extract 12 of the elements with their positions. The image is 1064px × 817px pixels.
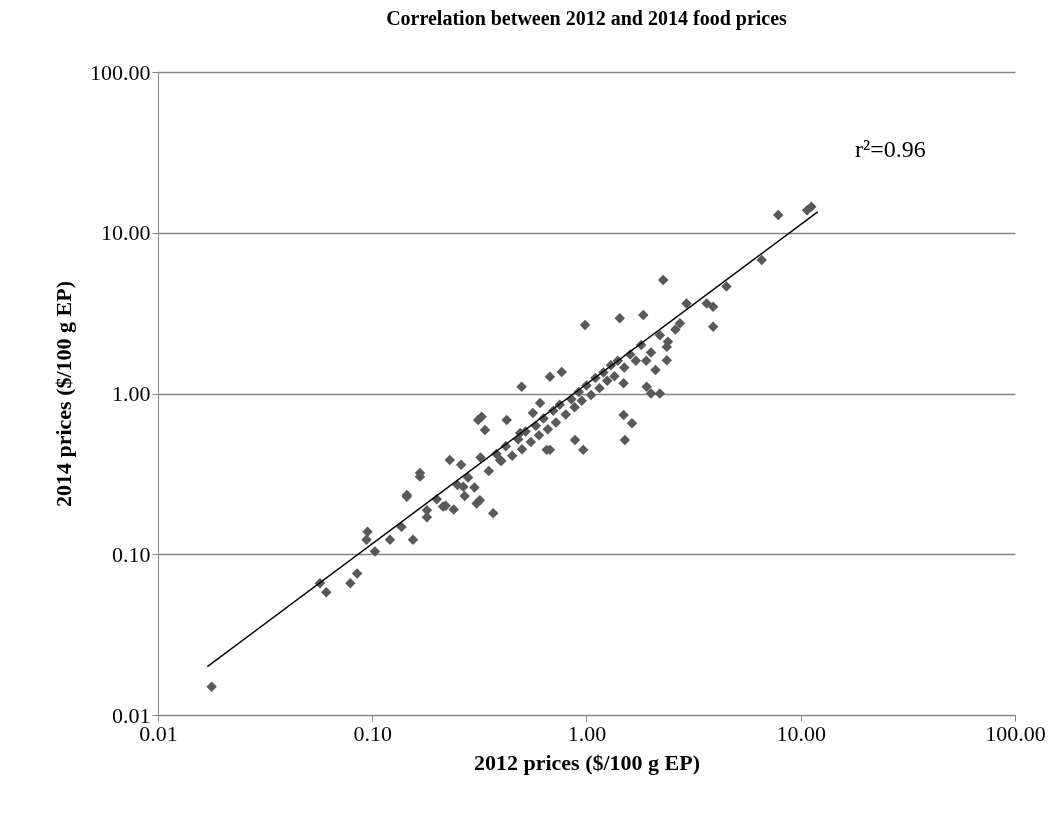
x-tick-label: 100.00: [985, 720, 1046, 746]
x-axis-title: 2012 prices ($/100 g EP): [473, 749, 701, 775]
chart-title: Correlation between 2012 and 2014 food prices: [386, 7, 788, 30]
annotation: r²=0.96: [855, 136, 926, 162]
x-tick-label: 0.10: [353, 720, 392, 746]
y-axis-title: 2014 prices ($/100 g EP): [51, 280, 76, 508]
x-tick-label: 1.00: [567, 720, 607, 746]
y-tick-label: 0.10: [112, 541, 151, 567]
x-tick-label: 10.00: [776, 720, 826, 746]
y-tick-label: 10.00: [101, 220, 151, 246]
y-tick-label: 1.00: [112, 381, 151, 406]
y-tick-label: 100.00: [90, 59, 151, 85]
